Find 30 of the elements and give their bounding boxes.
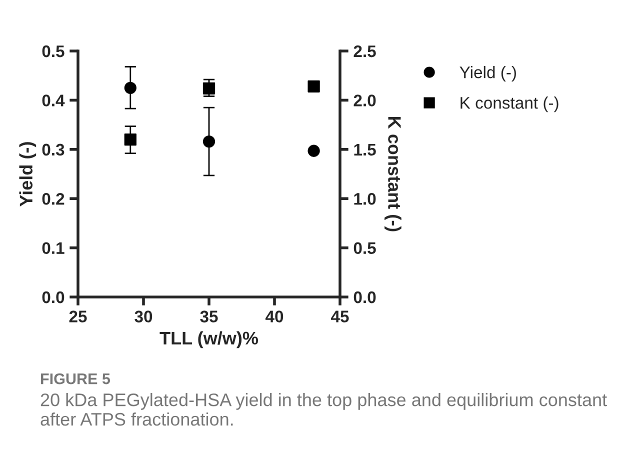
y-tick-label: 0.4 (42, 94, 65, 106)
point (202, 82, 216, 94)
point (308, 144, 320, 157)
y2-tick-label: 0.5 (354, 242, 376, 254)
y2-tick-label: 1.5 (354, 144, 376, 156)
point (124, 133, 136, 146)
y-axis-title: Yield (-) (19, 142, 36, 206)
legend-label: Yield (-) (460, 66, 516, 82)
y-tick-label: 0.5 (42, 45, 64, 58)
y2-tick-label: 2.0 (354, 94, 376, 106)
text: 20 kDa PEGylated-HSA yield in the top phase and equilibrium constant after ATPS fractionation. (40, 393, 607, 426)
legend-label: K constant (-) (460, 96, 558, 112)
point (308, 80, 320, 92)
y2-tick-label: 0.0 (354, 291, 376, 304)
y-tick-label: 0.0 (42, 291, 64, 304)
y-tick-label: 0.2 (42, 193, 64, 205)
y-tick-label: 0.3 (42, 144, 64, 156)
caption: FIGURE 5 (41, 373, 110, 384)
y2-tick-label: 2.5 (354, 45, 376, 58)
x-tick-label: 30 (134, 310, 152, 322)
point (202, 135, 216, 148)
point (124, 82, 136, 94)
x-tick-label: 45 (330, 310, 349, 322)
y2-tick-label: 1.0 (354, 193, 376, 205)
x-tick-label: 40 (265, 310, 284, 322)
x-tick-label: 25 (69, 310, 87, 322)
y-tick-label: 0.1 (42, 242, 64, 254)
x-tick-label: 35 (200, 310, 218, 322)
x-axis-title: TLL (w/w)% (160, 331, 258, 348)
y2-axis-title: K constant (-) (384, 117, 402, 232)
